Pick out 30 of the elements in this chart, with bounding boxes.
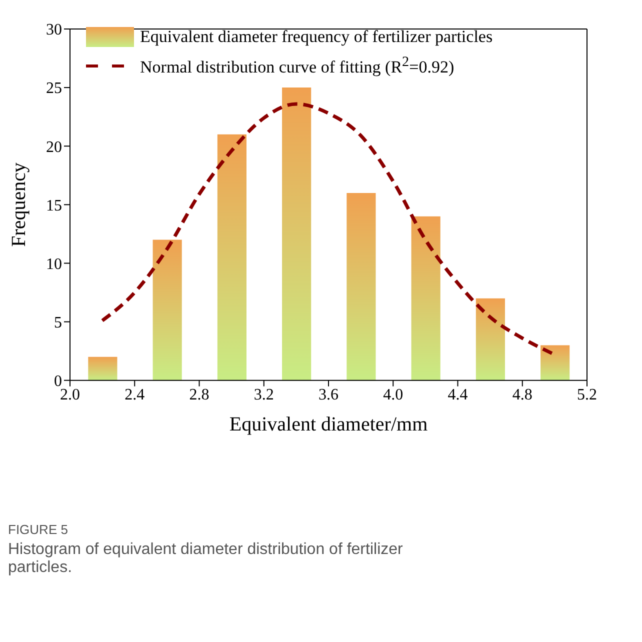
legend-label: Normal distribution curve of fitting (R$^{2}$=0.92) — [140, 54, 454, 78]
legend-label: Equivalent diameter frequency of fertilizer particles — [140, 27, 493, 47]
x-axis-title: Equivalent diameter/mm — [229, 413, 428, 436]
y-tick-label: 5 — [54, 314, 62, 332]
x-tick-label: 3.6 — [318, 386, 338, 404]
text: Histogram of equivalent diameter distribution of fertilizer particles. — [8, 541, 404, 577]
x-tick-label: 2.4 — [124, 386, 145, 404]
bar — [152, 240, 182, 380]
y-tick-label: 25 — [46, 80, 62, 98]
caption: FIGURE 5 — [8, 522, 69, 537]
y-axis-title: Frequency — [8, 162, 30, 247]
bar — [411, 216, 440, 380]
bar — [217, 134, 246, 380]
x-tick-label: 4.0 — [383, 386, 404, 404]
bar — [88, 356, 118, 380]
y-tick-label: 15 — [46, 197, 62, 214]
y-tick-label: 30 — [46, 22, 62, 39]
bar — [282, 88, 312, 380]
bar — [476, 298, 505, 380]
x-tick-label: 2.0 — [60, 386, 80, 404]
y-tick-label: 20 — [46, 138, 62, 156]
x-tick-label: 2.8 — [189, 386, 210, 404]
x-tick-label: 4.4 — [448, 386, 468, 404]
bar — [346, 192, 376, 380]
x-tick-label: 4.8 — [512, 386, 532, 404]
y-tick-label: 10 — [46, 256, 62, 273]
bar — [540, 345, 570, 380]
y-tick-label: 0 — [54, 373, 62, 390]
x-tick-label: 5.2 — [577, 386, 597, 404]
x-tick-label: 3.2 — [254, 386, 274, 404]
